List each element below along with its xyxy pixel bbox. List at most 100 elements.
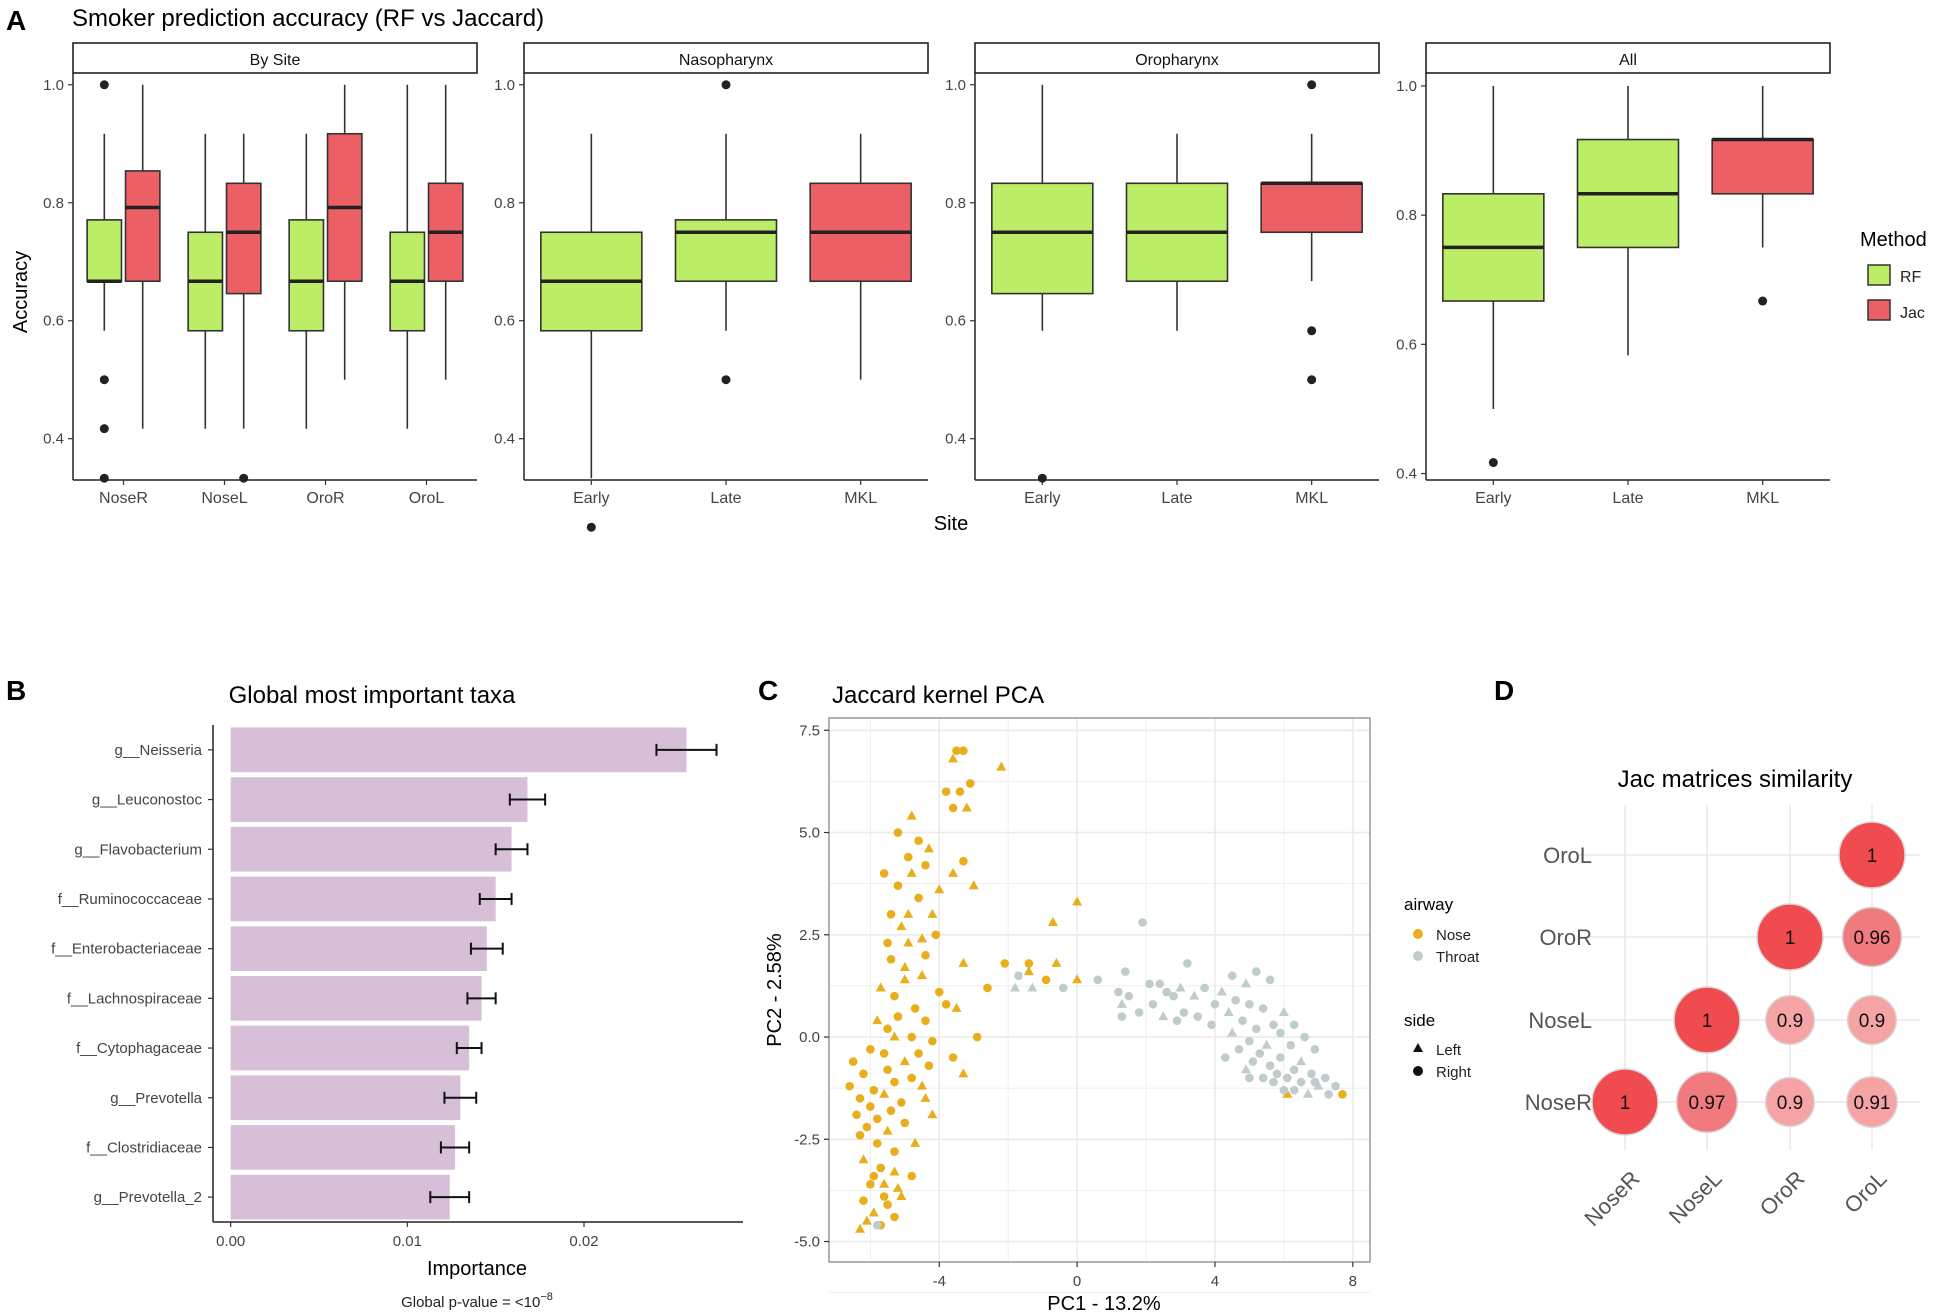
legend-label-jac: Jac — [1900, 305, 1925, 322]
panel-label-c: C — [758, 675, 778, 706]
point-left-nose — [879, 1088, 890, 1098]
legend-label-left: Left — [1436, 1042, 1462, 1059]
facet-strip-label: All — [1619, 52, 1637, 69]
side-legend-title: side — [1404, 1011, 1435, 1030]
boxplot-panel: By Site 0.4 0.6 0.8 1.0 NoseR NoseL OroR OroL Nas… — [43, 42, 1831, 532]
box-outlier — [586, 522, 596, 532]
point-left-throat — [1240, 1064, 1251, 1074]
box-outlier — [1037, 473, 1047, 483]
x-tick-label: 0 — [1073, 1273, 1081, 1290]
point-right-nose — [921, 950, 930, 960]
y-tick-label: 0.8 — [945, 195, 966, 212]
legend-label-rf: RF — [1900, 269, 1922, 286]
point-right-nose — [866, 1045, 875, 1054]
point-right-throat — [1172, 1016, 1182, 1025]
box-outlier — [99, 473, 109, 483]
similarity-circle — [1675, 1070, 1739, 1134]
y-tick-label: 0.4 — [494, 431, 515, 448]
point-right-throat — [1238, 1016, 1247, 1025]
point-right-throat — [1258, 1073, 1268, 1083]
panel-label-a: A — [6, 5, 26, 36]
similarity-circle — [1764, 994, 1816, 1046]
point-right-throat — [1276, 1053, 1285, 1062]
point-left-nose — [899, 974, 910, 984]
point-left-nose — [968, 880, 979, 890]
point-right-nose — [900, 1118, 910, 1128]
similarity-value: 0.9 — [1859, 1011, 1885, 1032]
point-right-nose — [965, 779, 975, 788]
bar — [230, 975, 482, 1021]
point-left-nose — [1072, 896, 1083, 906]
point-right-throat — [1310, 1077, 1320, 1087]
x-tick-label: Early — [1475, 490, 1511, 507]
similarity-value: 1 — [1867, 846, 1878, 867]
bar — [230, 727, 687, 773]
point-right-throat — [1134, 1008, 1144, 1017]
footnote-text: Global p-value = <10 — [401, 1294, 540, 1311]
point-right-throat — [1282, 1073, 1292, 1083]
point-right-throat — [1245, 1000, 1254, 1009]
point-left-nose — [896, 1191, 907, 1201]
point-left-nose — [958, 957, 969, 967]
point-left-nose — [961, 802, 972, 812]
bar — [230, 826, 512, 872]
y-tick-label: 0.4 — [945, 431, 966, 448]
similarity-value: 0.91 — [1854, 1093, 1891, 1114]
point-right-nose — [890, 1147, 899, 1156]
point-left-throat — [1313, 1080, 1324, 1090]
point-right-nose — [921, 860, 930, 870]
facet-strip — [523, 42, 929, 74]
x-tick-label: Late — [710, 490, 741, 507]
x-tick-label: 8 — [1349, 1273, 1357, 1290]
x-tick-label: MKL — [1295, 490, 1328, 507]
col-label: NoseR — [1579, 1166, 1644, 1231]
x-tick-label: 4 — [1211, 1273, 1219, 1290]
similarity-value: 0.9 — [1777, 1011, 1803, 1032]
box-outlier — [1307, 326, 1317, 336]
point-right-throat — [1265, 1061, 1275, 1070]
point-left-nose — [1051, 957, 1062, 967]
point-right-nose — [941, 1000, 951, 1009]
y-tick-label: 0.6 — [43, 313, 64, 330]
point-right-throat — [1093, 975, 1103, 985]
y-tick-label: 0.0 — [799, 1029, 820, 1046]
point-left-nose — [858, 1154, 869, 1164]
legend-label-nose: Nose — [1436, 927, 1471, 944]
point-left-throat — [1278, 1006, 1289, 1016]
similarity-circle — [1846, 994, 1898, 1046]
x-tick-label: 0.00 — [216, 1233, 245, 1250]
point-right-throat — [1220, 1053, 1230, 1062]
point-right-throat — [1155, 979, 1165, 989]
facet-strip-label: Oropharynx — [1135, 52, 1219, 69]
category-label: g__Neisseria — [114, 742, 202, 759]
point-left-nose — [899, 962, 910, 972]
point-right-throat — [1234, 1045, 1244, 1054]
point-right-nose — [931, 930, 941, 940]
pca-legend: airway Nose Throat side Left Right — [1404, 895, 1480, 1081]
point-right-throat — [1162, 987, 1171, 997]
box-outlier — [1758, 296, 1768, 306]
footnote-exponent: −8 — [540, 1291, 553, 1303]
point-left-nose — [899, 1056, 910, 1066]
category-label: g__Prevotella_2 — [94, 1189, 202, 1206]
col-label: OroL — [1839, 1166, 1891, 1218]
point-right-nose — [879, 869, 889, 878]
bar — [230, 1075, 461, 1121]
point-left-throat — [1189, 990, 1200, 1000]
point-left-throat — [1027, 982, 1038, 992]
panel-label-d: D — [1494, 675, 1514, 706]
category-label: g__Flavobacterium — [74, 841, 202, 858]
y-tick-label: 7.5 — [799, 722, 820, 739]
point-right-nose — [890, 991, 899, 1001]
point-left-throat — [1010, 982, 1021, 992]
y-tick-label: 0.4 — [1396, 466, 1417, 483]
y-tick-label: 1.0 — [945, 77, 966, 94]
row-label: OroR — [1539, 925, 1592, 950]
point-right-nose — [907, 1032, 917, 1042]
point-left-nose — [1023, 966, 1034, 976]
x-tick-label: 0.01 — [393, 1233, 422, 1250]
y-tick-label: 0.4 — [43, 431, 64, 448]
point-right-nose — [1024, 959, 1034, 968]
point-right-nose — [883, 1024, 892, 1034]
y-tick-label: 0.6 — [494, 313, 515, 330]
